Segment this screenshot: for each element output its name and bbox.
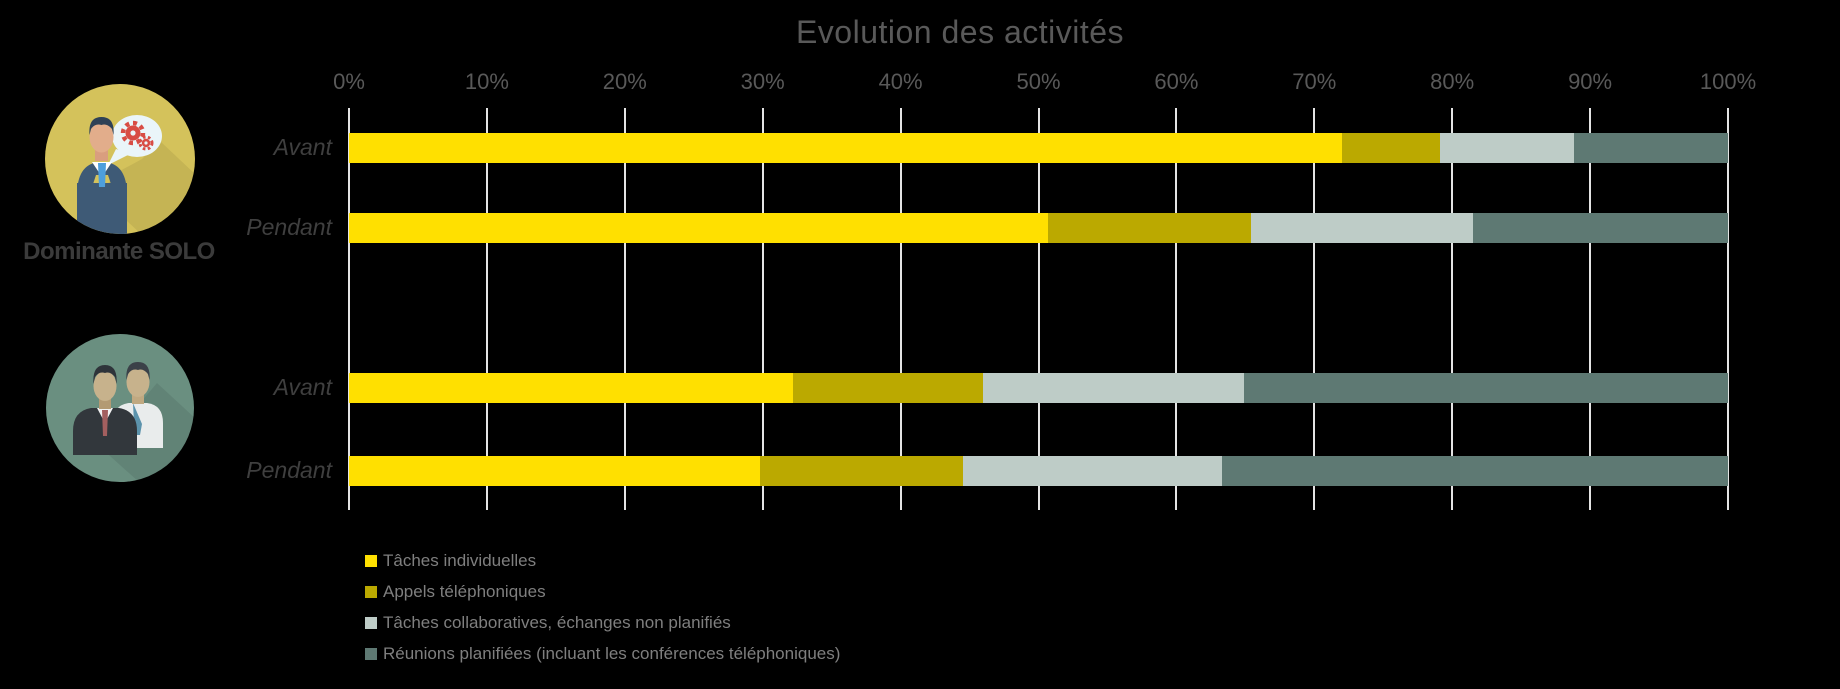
bar-segment	[1221, 456, 1728, 486]
businessman-speech-bubble-icon	[45, 84, 195, 234]
bar-segment	[1048, 213, 1251, 243]
bar-segment	[1472, 213, 1728, 243]
bar-segment	[1341, 133, 1440, 163]
legend-item: Réunions planifiées (incluant les confér…	[365, 644, 840, 664]
bar-segment	[349, 373, 794, 403]
tick-label-0%: 0%	[333, 69, 365, 94]
gridline-60%	[1175, 108, 1178, 510]
row-label-avant-1: Avant	[273, 134, 332, 160]
gridline-30%	[761, 108, 764, 510]
tick-label-20%: 20%	[602, 69, 647, 94]
legend-label: Réunions planifiées (incluant les confér…	[383, 644, 841, 663]
gridline-20%	[623, 108, 626, 510]
bar-row-1-avant	[349, 133, 1728, 163]
tick-label-40%: 40%	[878, 69, 923, 94]
gridline-40%	[899, 108, 902, 510]
gridline-10%	[485, 108, 488, 510]
two-businessmen-icon	[46, 334, 194, 482]
gridline-90%	[1589, 108, 1592, 510]
bar-row-3-avant	[349, 373, 1728, 403]
bar-segment	[983, 373, 1244, 403]
legend-label: Tâches collaboratives, échanges non plan…	[383, 613, 731, 632]
bar-segment	[1250, 213, 1473, 243]
bar-segment	[962, 456, 1222, 486]
gridline-80%	[1451, 108, 1454, 510]
chart-title: Evolution des activités	[795, 14, 1125, 50]
bar-segment	[349, 213, 1049, 243]
tick-label-90%: 90%	[1568, 69, 1613, 94]
legend-item: Appels téléphoniques	[365, 582, 840, 602]
tick-label-100%: 100%	[1699, 69, 1757, 94]
tick-label-50%: 50%	[1016, 69, 1061, 94]
legend-swatch-icon	[365, 586, 377, 598]
row-label-pendant-4: Pendant	[246, 457, 332, 483]
legend-label: Appels téléphoniques	[383, 582, 546, 601]
bar-segment	[793, 373, 984, 403]
row-label-avant-3: Avant	[273, 374, 332, 400]
legend-swatch-icon	[365, 617, 377, 629]
legend-label: Tâches individuelles	[383, 551, 537, 570]
bar-segment	[349, 456, 760, 486]
gridline-50%	[1037, 108, 1040, 510]
bar-row-4-pendant	[349, 456, 1728, 486]
tick-label-70%: 70%	[1292, 69, 1337, 94]
legend: Tâches individuelles Appels téléphoniques…	[365, 551, 840, 675]
legend-item: Tâches individuelles	[365, 551, 840, 571]
gridline-0%	[348, 108, 350, 510]
bar-segment	[759, 456, 963, 486]
tick-label-10%: 10%	[464, 69, 509, 94]
row-label-pendant-2: Pendant	[246, 214, 332, 240]
legend-swatch-icon	[365, 648, 377, 660]
bar-segment	[1439, 133, 1574, 163]
plot-area	[348, 108, 1729, 510]
legend-item: Tâches collaboratives, échanges non plan…	[365, 613, 840, 633]
tick-label-80%: 80%	[1430, 69, 1475, 94]
tick-label-30%: 30%	[740, 69, 785, 94]
gridline-100%	[1727, 108, 1729, 510]
bar-segment	[1573, 133, 1728, 163]
bar-row-2-pendant	[349, 213, 1728, 243]
gridline-70%	[1313, 108, 1316, 510]
bar-segment	[349, 133, 1342, 163]
bar-segment	[1243, 373, 1728, 403]
tick-label-60%: 60%	[1154, 69, 1199, 94]
legend-swatch-icon	[365, 555, 377, 567]
group-label-dominante-solo: Dominante SOLO	[23, 238, 215, 265]
